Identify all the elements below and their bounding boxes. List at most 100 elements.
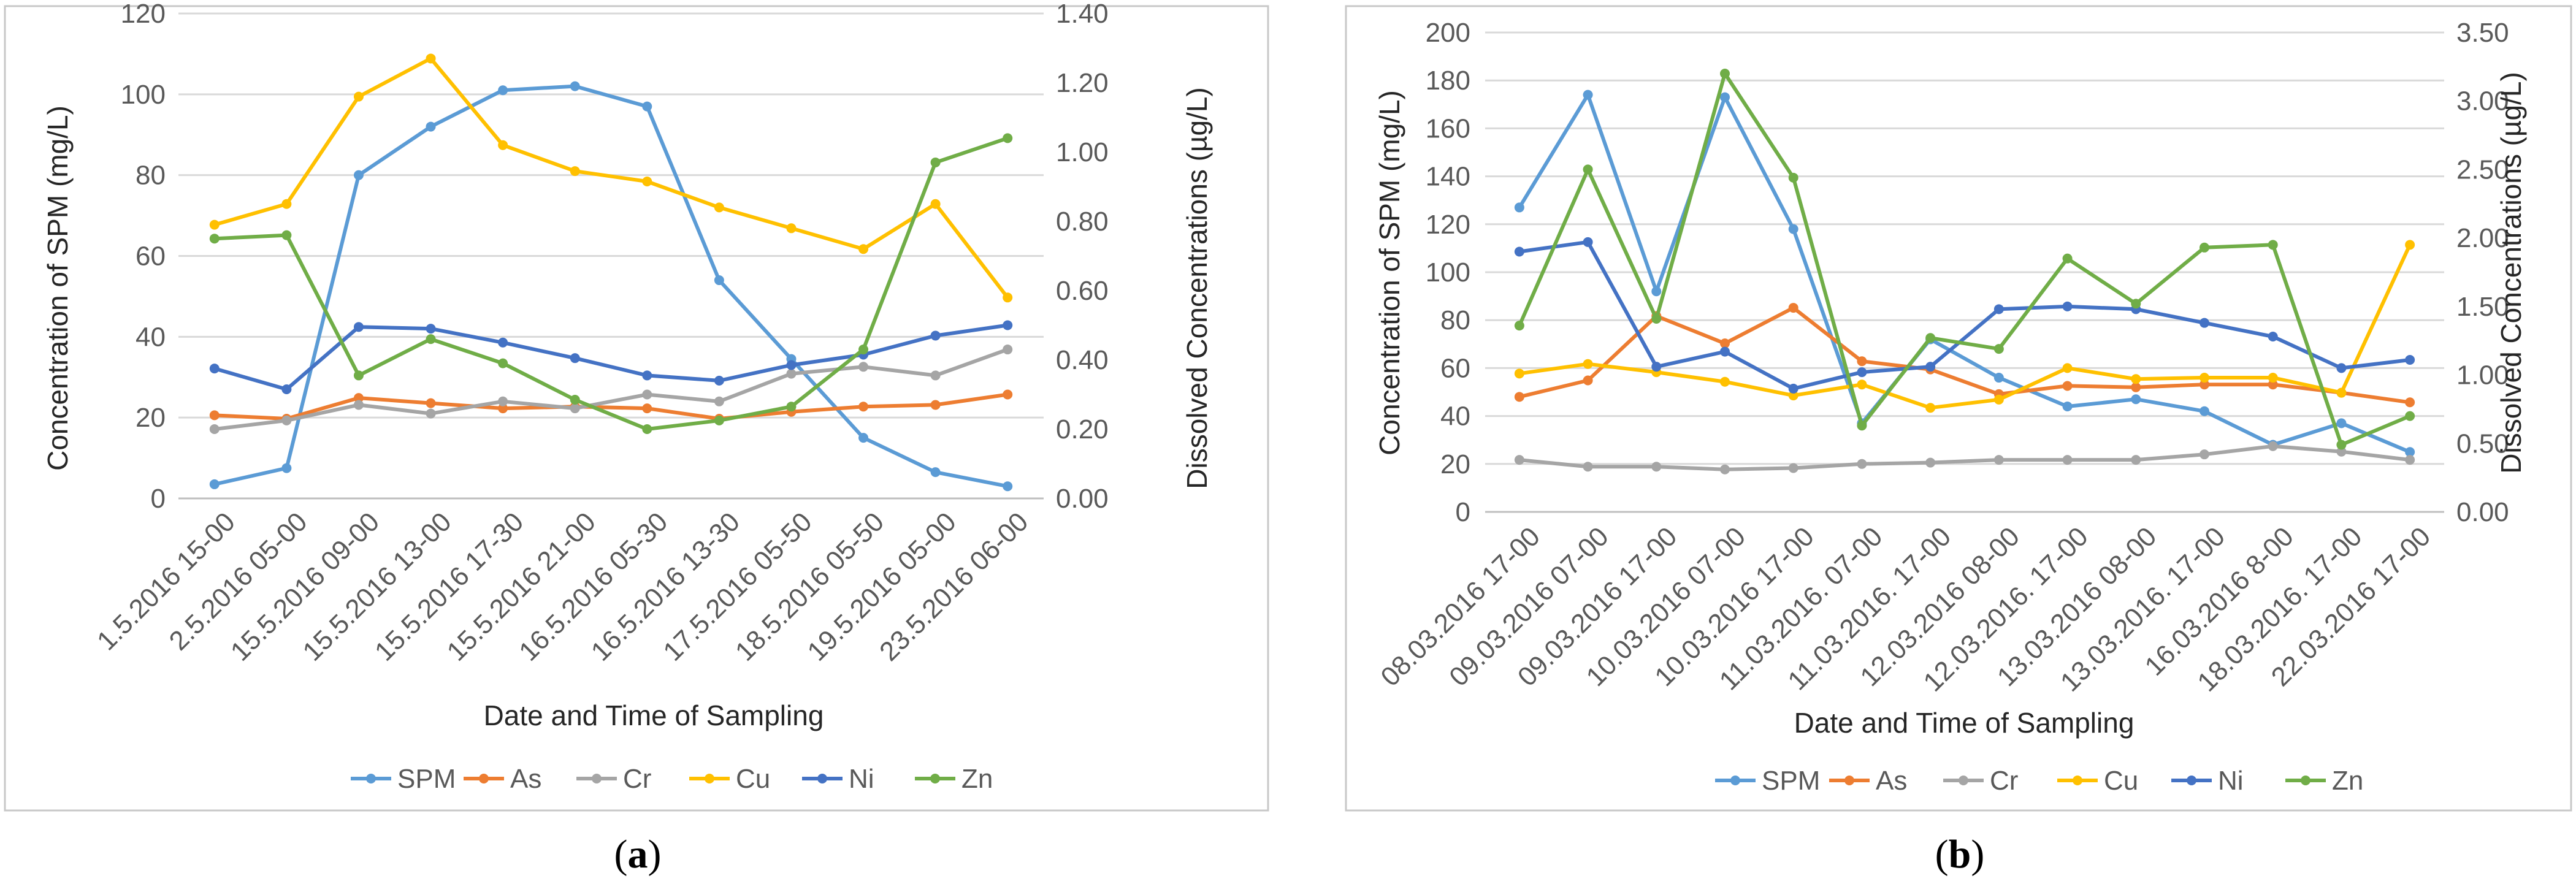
y2-axis-title-a: Dissolved Concentrations (µg/L) [1181,87,1213,489]
data-point-cr [1514,455,1524,465]
y-tick-label: 180 [1426,66,1470,96]
data-point-ni [2268,332,2278,342]
data-point-cu [2268,373,2278,383]
data-point-cr [209,424,220,434]
data-point-zn [930,157,941,167]
data-point-ni [353,322,364,332]
legend-label-cu: Cu [736,764,770,794]
data-point-cr [1583,462,1593,472]
data-point-spm [2062,401,2073,411]
y2-tick-label: 1.40 [1056,0,1109,29]
data-point-as [498,403,508,414]
data-point-spm [281,463,292,473]
data-point-ni [642,370,652,381]
y2-tick-label: 1.00 [2456,360,2509,391]
data-point-cr [1925,457,1936,468]
data-point-cr [570,403,580,414]
series-line-cu [1517,243,2412,410]
data-point-cr [1993,455,2004,465]
data-point-as [2200,379,2209,390]
y2-tick-label: 0.20 [1056,414,1109,444]
chart-panel-a: 0 20 40 60 80 100 120 0.00 0.20 0.40 0.60 0.80 1.00 1… [4,0,1269,812]
y2-tick-label: 1.50 [2456,292,2509,322]
data-point-zn [1925,333,1936,343]
data-point-zn [2268,240,2278,250]
legend-label-spm: SPM [397,764,456,794]
y-tick-label: 80 [136,161,166,191]
legend-label-zn: Zn [2332,766,2363,796]
legend-marker-zn [930,774,940,783]
data-point-cu [786,223,797,234]
data-point-cu [281,199,292,209]
y-tick-label: 100 [121,80,166,110]
y2-tick-label: 3.50 [2456,18,2509,48]
data-point-cr [930,370,941,381]
legend-marker-ni [2187,776,2196,785]
series-line-spm [212,84,1010,489]
y-tick-label: 0 [151,484,166,514]
data-point-as [1514,392,1524,402]
data-point-cu [1514,368,1524,379]
legend-marker-cu [705,774,714,783]
y2-tick-label: 1.20 [1056,68,1109,98]
series-line-cr [212,348,1010,431]
data-point-cr [2131,455,2141,465]
data-point-cu [642,177,652,187]
data-point-as [2405,397,2415,408]
data-point-ni [426,324,436,334]
data-point-ni [281,384,292,395]
data-point-zn [1788,172,1798,183]
chart-panel-b: 0 20 40 60 80 100 120 140 160 180 200 0.00 0.50 1.00 1… [1345,5,2572,812]
y-tick-label: 40 [136,322,166,352]
data-point-as [858,402,869,412]
y-tick-label: 100 [1426,257,1470,288]
data-point-spm [930,467,941,478]
y2-tick-label: 0.80 [1056,207,1109,237]
data-point-cr [1003,345,1013,355]
data-point-spm [858,433,869,443]
gridlines-a [178,12,1044,419]
caption-a-letter: a [628,832,648,877]
data-point-cu [714,202,724,213]
data-point-cu [858,244,869,254]
data-point-as [2062,381,2073,391]
legend-label-ni: Ni [2218,766,2244,796]
data-point-ni [786,360,797,370]
data-point-cr [1788,463,1798,473]
data-point-zn [2200,242,2209,253]
legend-marker-cu [2073,776,2082,785]
legend-label-as: As [1876,766,1907,796]
data-point-cu [1925,403,1936,413]
data-point-zn [281,230,292,240]
data-point-ni [2200,318,2209,328]
data-point-cu [1583,359,1593,369]
series-lines-a [209,53,1013,492]
data-point-zn [858,345,869,355]
legend-label-ni: Ni [849,764,874,794]
data-point-ni [2405,354,2415,365]
data-point-cr [281,415,292,425]
data-point-cu [1788,391,1798,401]
data-point-ni [1993,304,2004,314]
data-point-zn [426,334,436,345]
data-point-as [1583,375,1593,386]
data-point-spm [1003,481,1013,492]
data-point-as [2268,379,2278,390]
series-line-cr [1517,444,2412,471]
data-point-cu [930,199,941,209]
y-tick-label: 60 [1440,353,1470,383]
series-line-spm [1517,93,2412,454]
data-point-as [426,398,436,408]
legend-marker-zn [2301,776,2310,785]
data-point-as [209,410,220,421]
data-point-cu [1857,379,1867,390]
data-point-cr [2268,441,2278,451]
y-tick-label: 120 [1426,210,1470,240]
data-point-spm [209,479,220,489]
data-point-spm [1651,286,1662,297]
data-point-spm [1788,224,1798,234]
data-point-cr [2405,455,2415,465]
y-tick-label: 200 [1426,18,1470,48]
data-point-zn [498,358,508,368]
data-point-as [642,403,652,414]
